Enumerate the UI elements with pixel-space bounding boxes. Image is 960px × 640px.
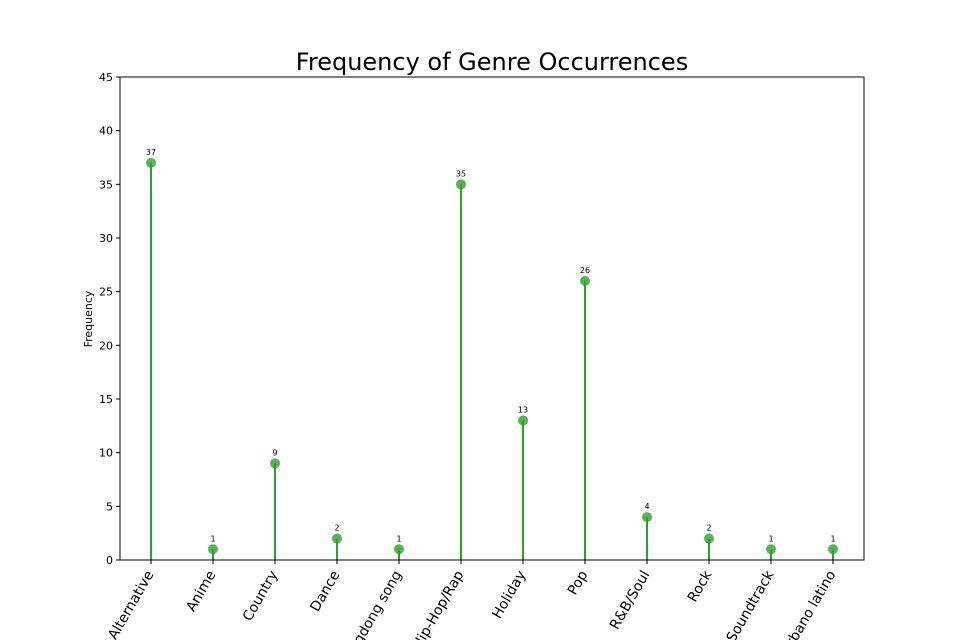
y-tick-label: 25 <box>99 286 113 299</box>
lollipop-marker <box>642 512 652 523</box>
x-tick-label: Country <box>240 568 282 624</box>
lollipop-marker <box>766 544 776 555</box>
x-tick-label: Dangdong song <box>336 568 405 640</box>
y-tick-label: 5 <box>106 500 113 513</box>
data-label: 4 <box>644 502 649 511</box>
data-label: 1 <box>210 534 215 543</box>
data-label: 2 <box>334 524 339 533</box>
data-labels-group: 37 1 9 2 1 35 13 26 4 2 1 1 <box>146 148 836 543</box>
data-label: 37 <box>146 148 156 157</box>
data-label: 2 <box>706 524 711 533</box>
data-label: 9 <box>272 448 277 457</box>
lollipop-marker <box>394 544 404 555</box>
x-tick-label: Hip-Hop/Rap <box>410 568 468 640</box>
data-label: 1 <box>768 534 773 543</box>
x-tick-label: Anime <box>183 568 219 615</box>
lollipop-marker <box>518 415 528 426</box>
y-tick-label: 35 <box>99 178 113 191</box>
y-tick-label: 45 <box>99 71 113 84</box>
y-tick-label: 40 <box>99 125 113 138</box>
lollipop-marker <box>208 544 218 555</box>
data-label: 35 <box>456 169 466 178</box>
lollipop-marker <box>828 544 838 555</box>
stems-group <box>150 162 834 560</box>
data-label: 13 <box>518 405 528 414</box>
plot-frame <box>119 76 865 561</box>
chart-title: Frequency of Genre Occurrences <box>296 48 688 76</box>
lollipop-marker <box>580 275 590 286</box>
x-tick-label: Soundtrack <box>724 567 778 640</box>
lollipop-marker <box>704 533 714 544</box>
lollipop-marker <box>270 458 280 469</box>
x-tick-label: Dance <box>307 568 343 615</box>
y-axis-label: Frequency <box>82 290 95 347</box>
lollipop-marker <box>332 533 342 544</box>
y-tick-label: 15 <box>99 393 113 406</box>
data-label: 26 <box>580 266 590 275</box>
y-tick-label: 10 <box>99 447 113 460</box>
lollipop-marker <box>456 179 466 190</box>
x-tick-label: R&B/Soul <box>607 568 653 632</box>
y-tick-label: 30 <box>99 232 113 245</box>
data-label: 1 <box>830 534 835 543</box>
x-tick-label: Urbano latino <box>778 568 839 640</box>
x-tick-label: Rock <box>685 567 716 605</box>
data-label: 1 <box>396 534 401 543</box>
y-tick-label: 20 <box>99 339 113 352</box>
x-tick-label: Holiday <box>489 568 529 622</box>
y-axis: 0 5 10 15 20 25 30 35 40 45 <box>99 71 120 567</box>
y-tick-label: 0 <box>106 554 113 567</box>
x-tick-label: Alternative <box>105 568 157 640</box>
markers-group <box>146 157 838 555</box>
lollipop-marker <box>146 157 156 168</box>
x-tick-label: Pop <box>565 568 592 598</box>
